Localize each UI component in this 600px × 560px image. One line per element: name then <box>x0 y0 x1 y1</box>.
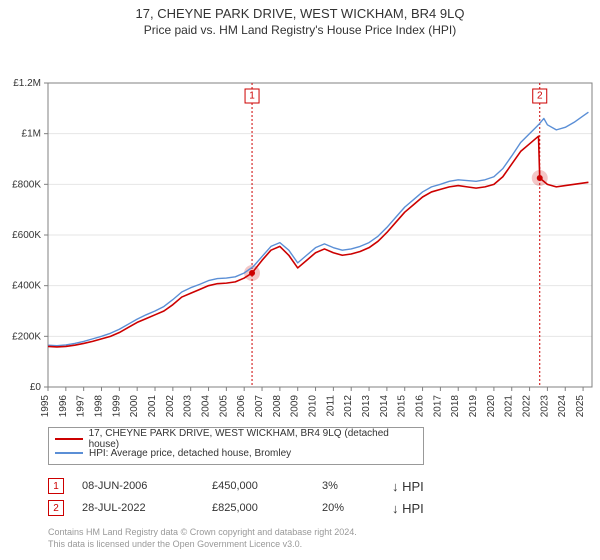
transaction-table: 1 08-JUN-2006£450,0003%↓ HPI 2 28-JUL-2022£… <box>48 475 600 519</box>
down-arrow-icon: ↓ HPI <box>392 479 432 494</box>
line-chart-svg: £0 £200K £400K £600K £800K £1M £1.2M 1995 1996 19… <box>0 37 600 427</box>
svg-text:2023: 2023 <box>539 395 550 418</box>
svg-text:£400K: £400K <box>12 281 41 292</box>
chart-area: £0 £200K £400K £600K £800K £1M £1.2M 1995 1996 19… <box>0 37 600 427</box>
svg-text:2016: 2016 <box>415 395 426 418</box>
transaction-date: 28-JUL-2022 <box>82 502 212 514</box>
svg-text:2001: 2001 <box>147 395 158 418</box>
transaction-price: £450,000 <box>212 480 322 492</box>
svg-text:2003: 2003 <box>183 395 194 418</box>
svg-text:2009: 2009 <box>290 395 301 418</box>
footer-line: Contains HM Land Registry data © Crown c… <box>48 527 600 539</box>
transaction-date: 08-JUN-2006 <box>82 480 212 492</box>
svg-text:2015: 2015 <box>397 395 408 418</box>
svg-text:2010: 2010 <box>308 395 319 418</box>
svg-text:2025: 2025 <box>575 395 586 418</box>
svg-text:2005: 2005 <box>218 395 229 418</box>
svg-text:£600K: £600K <box>12 230 41 241</box>
svg-text:£800K: £800K <box>12 179 41 190</box>
legend-item: 17, CHEYNE PARK DRIVE, WEST WICKHAM, BR4… <box>55 432 417 446</box>
legend-label: HPI: Average price, detached house, Brom… <box>89 448 291 459</box>
svg-text:1999: 1999 <box>111 395 122 418</box>
svg-text:2021: 2021 <box>504 395 515 418</box>
transaction-pct: 3% <box>322 480 392 492</box>
transaction-badge: 2 <box>48 500 64 516</box>
title-subtitle: Price paid vs. HM Land Registry's House … <box>0 23 600 37</box>
down-arrow-icon: ↓ HPI <box>392 501 432 516</box>
title-address: 17, CHEYNE PARK DRIVE, WEST WICKHAM, BR4… <box>0 6 600 21</box>
svg-text:£0: £0 <box>30 382 42 393</box>
svg-text:2011: 2011 <box>325 395 336 417</box>
legend: 17, CHEYNE PARK DRIVE, WEST WICKHAM, BR4… <box>48 427 424 465</box>
svg-text:2019: 2019 <box>468 395 479 418</box>
svg-text:£1.2M: £1.2M <box>13 78 41 89</box>
svg-text:£200K: £200K <box>12 331 41 342</box>
svg-text:2: 2 <box>537 91 543 102</box>
svg-text:1996: 1996 <box>58 395 69 418</box>
transaction-row: 2 28-JUL-2022£825,00020%↓ HPI <box>48 497 600 519</box>
svg-text:1997: 1997 <box>76 395 87 418</box>
svg-text:2024: 2024 <box>557 395 568 418</box>
footer-line: This data is licensed under the Open Gov… <box>48 539 600 551</box>
svg-text:2017: 2017 <box>432 395 443 418</box>
svg-text:1: 1 <box>249 91 255 102</box>
svg-text:2008: 2008 <box>272 395 283 418</box>
legend-swatch <box>55 438 83 440</box>
svg-text:2013: 2013 <box>361 395 372 418</box>
svg-text:1995: 1995 <box>40 395 51 418</box>
svg-text:1998: 1998 <box>94 395 105 418</box>
svg-text:2000: 2000 <box>129 395 140 418</box>
svg-text:2006: 2006 <box>236 395 247 418</box>
transaction-pct: 20% <box>322 502 392 514</box>
svg-text:2022: 2022 <box>522 395 533 418</box>
svg-text:2002: 2002 <box>165 395 176 418</box>
svg-text:2004: 2004 <box>201 395 212 418</box>
footer-attribution: Contains HM Land Registry data © Crown c… <box>48 527 600 550</box>
transaction-badge: 1 <box>48 478 64 494</box>
chart-container: 17, CHEYNE PARK DRIVE, WEST WICKHAM, BR4… <box>0 0 600 550</box>
legend-swatch <box>55 452 83 454</box>
svg-text:2007: 2007 <box>254 395 265 418</box>
svg-text:£1M: £1M <box>22 129 41 140</box>
title-block: 17, CHEYNE PARK DRIVE, WEST WICKHAM, BR4… <box>0 0 600 37</box>
transaction-row: 1 08-JUN-2006£450,0003%↓ HPI <box>48 475 600 497</box>
svg-text:2018: 2018 <box>450 395 461 418</box>
svg-text:2014: 2014 <box>379 395 390 418</box>
transaction-price: £825,000 <box>212 502 322 514</box>
svg-text:2012: 2012 <box>343 395 354 418</box>
svg-text:2020: 2020 <box>486 395 497 418</box>
